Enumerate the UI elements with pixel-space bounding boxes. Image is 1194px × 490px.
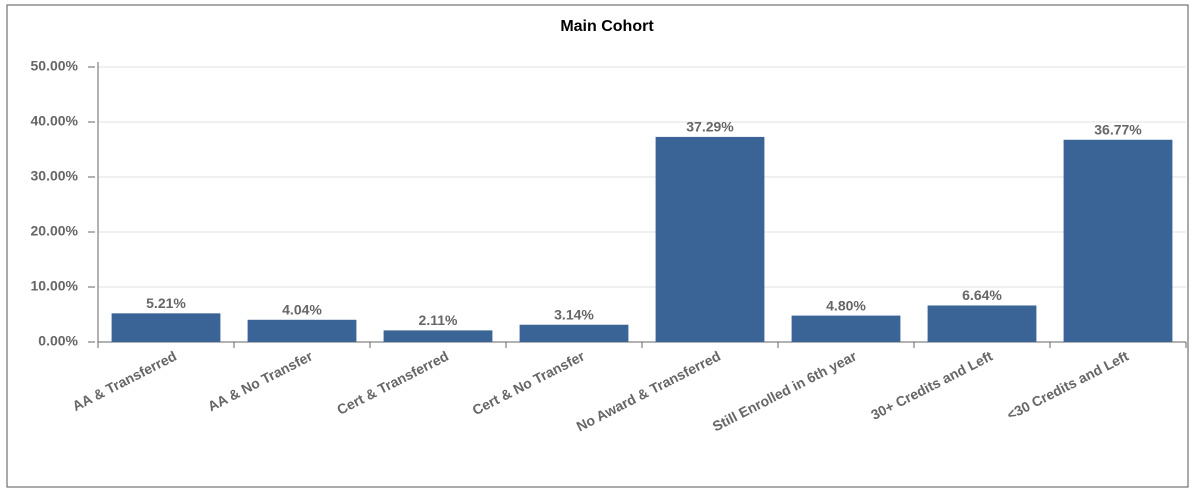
chart-title: Main Cohort <box>560 18 654 35</box>
data-label: 4.04% <box>282 301 322 317</box>
chart-frame <box>6 4 1189 488</box>
data-label: 3.14% <box>554 306 594 322</box>
bar <box>791 315 901 342</box>
data-label: 2.11% <box>419 312 458 328</box>
y-tick-label: 30.00% <box>31 168 79 184</box>
bar <box>1063 139 1173 342</box>
bar <box>519 324 629 342</box>
data-label: 4.80% <box>826 297 866 313</box>
bar <box>111 313 221 342</box>
data-label: 37.29% <box>686 119 734 135</box>
data-label: 6.64% <box>962 287 1002 303</box>
y-tick-label: 10.00% <box>31 278 79 294</box>
data-label: 5.21% <box>146 295 186 311</box>
bar <box>383 330 493 342</box>
y-tick-label: 40.00% <box>31 113 79 129</box>
data-label: 36.77% <box>1094 121 1142 137</box>
bar <box>655 136 765 342</box>
bar <box>247 319 357 342</box>
bar <box>927 305 1037 342</box>
y-tick-label: 50.00% <box>31 58 79 74</box>
y-tick-label: 20.00% <box>31 223 79 239</box>
y-tick-label: 0.00% <box>38 333 78 349</box>
